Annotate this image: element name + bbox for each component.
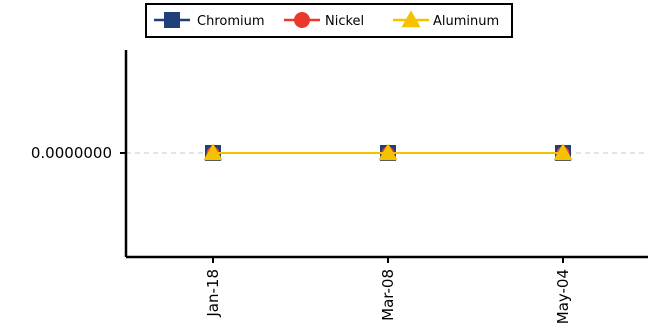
- y-axis-ticks: 0.0000000: [31, 144, 126, 162]
- legend-item-aluminum: Aluminum: [393, 10, 499, 29]
- legend: Chromium Nickel Aluminum: [145, 3, 513, 38]
- x-tick-label-0: Jan-18: [204, 269, 222, 318]
- legend-label-chromium: Chromium: [197, 14, 265, 29]
- legend-box: [145, 3, 513, 38]
- series-layer: [203, 143, 573, 161]
- legend-label-aluminum: Aluminum: [433, 14, 499, 29]
- legend-item-nickel: Nickel: [284, 12, 364, 29]
- legend-marker-chromium: [164, 12, 180, 28]
- legend-marker-aluminum: [401, 10, 421, 28]
- y-tick-label-0: 0.0000000: [31, 144, 112, 162]
- point-aluminum-2: [553, 143, 573, 161]
- x-axis-ticks: Jan-18 Mar-08 May-04: [204, 257, 572, 324]
- legend-label-nickel: Nickel: [325, 14, 364, 29]
- legend-marker-nickel: [294, 12, 310, 28]
- point-aluminum-1: [378, 143, 398, 161]
- x-tick-label-2: May-04: [554, 269, 572, 324]
- series-aluminum: [203, 143, 573, 161]
- point-aluminum-0: [203, 143, 223, 161]
- x-tick-label-1: Mar-08: [379, 269, 397, 321]
- legend-item-chromium: Chromium: [154, 12, 265, 29]
